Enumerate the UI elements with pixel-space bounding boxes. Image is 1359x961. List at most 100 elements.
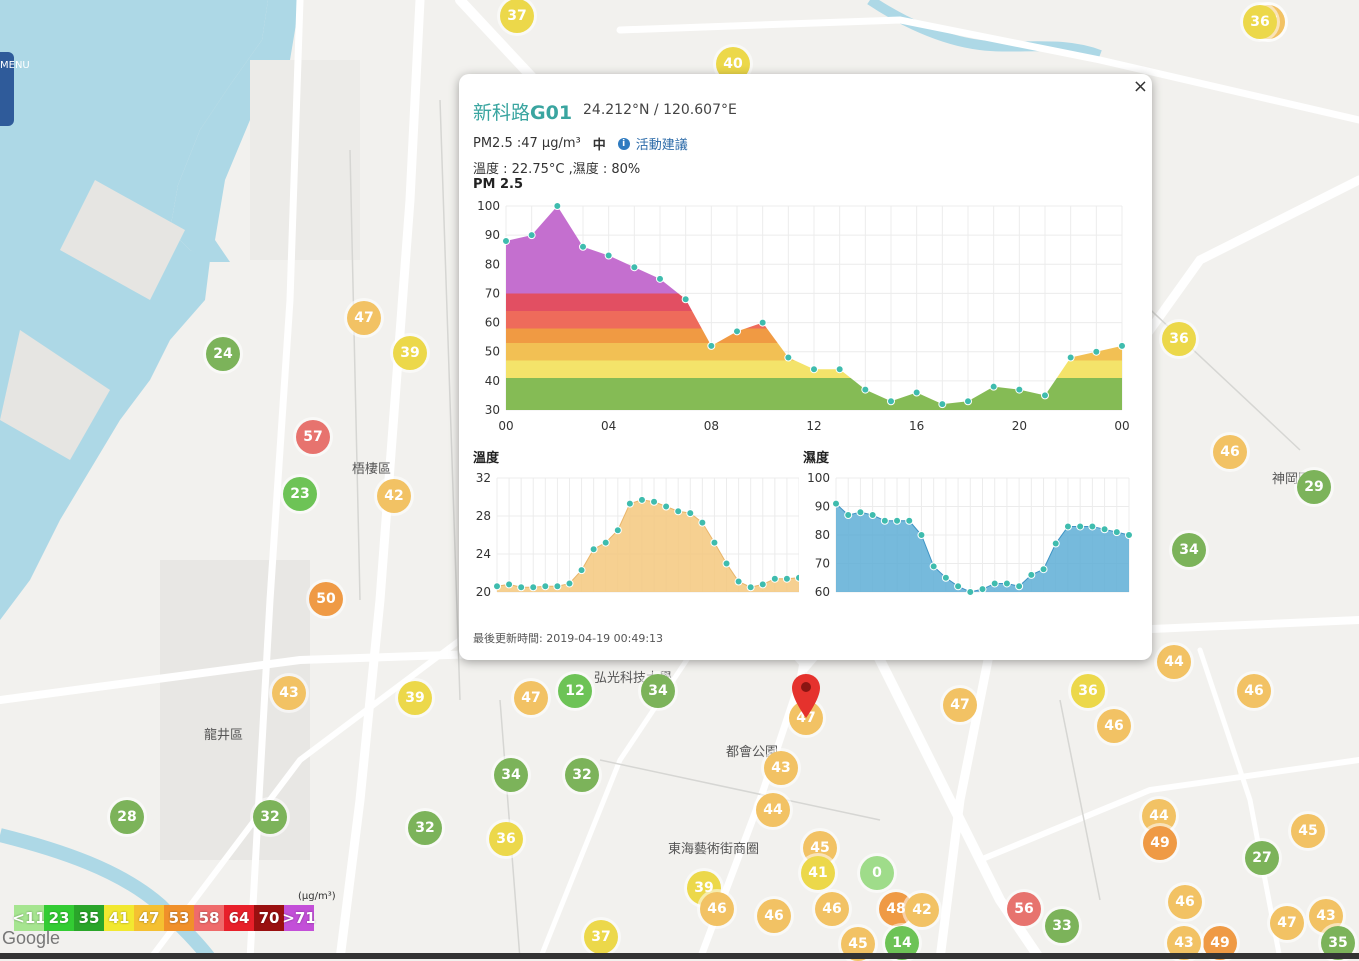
- aq-station-marker[interactable]: 43: [764, 751, 798, 785]
- data-point: [579, 242, 587, 251]
- aq-station-marker[interactable]: 45: [1291, 814, 1325, 848]
- aq-station-marker[interactable]: 46: [1237, 674, 1271, 708]
- aq-station-marker[interactable]: 41: [801, 856, 835, 890]
- data-point: [493, 582, 501, 591]
- data-point: [784, 353, 793, 362]
- aq-station-marker[interactable]: 36: [489, 822, 523, 856]
- aq-station-marker[interactable]: 44: [1157, 645, 1191, 679]
- aq-station-marker[interactable]: 32: [253, 800, 287, 834]
- aq-station-marker[interactable]: 49: [1143, 826, 1177, 860]
- x-tick-label: 12: [806, 419, 821, 432]
- legend-cell: 64: [224, 905, 254, 931]
- data-point: [625, 499, 634, 508]
- aq-station-marker[interactable]: 46: [1168, 885, 1202, 919]
- aq-station-marker[interactable]: 42: [377, 479, 411, 513]
- aq-station-marker[interactable]: 37: [500, 0, 534, 33]
- pier-2: [0, 330, 110, 460]
- series-area: [497, 499, 799, 592]
- y-tick-label: 50: [485, 345, 500, 359]
- x-tick-label: 00: [498, 419, 513, 432]
- station-name: 新科路G01: [473, 98, 572, 125]
- aq-station-marker[interactable]: 50: [309, 582, 343, 616]
- aq-station-marker[interactable]: 0: [860, 856, 894, 890]
- aq-station-marker[interactable]: 42: [905, 893, 939, 927]
- y-tick-label: 90: [485, 228, 500, 242]
- data-point: [1002, 579, 1011, 588]
- map-pin-icon[interactable]: [792, 674, 820, 718]
- data-point: [782, 574, 791, 583]
- aq-station-marker[interactable]: 27: [1245, 841, 1279, 875]
- x-tick-label: 04: [601, 419, 616, 432]
- aq-station-marker[interactable]: 23: [283, 477, 317, 511]
- aq-station-marker[interactable]: 43: [272, 676, 306, 710]
- data-point: [553, 582, 562, 591]
- data-point: [734, 577, 743, 586]
- menu-tab[interactable]: MENU: [0, 52, 30, 126]
- aq-station-marker[interactable]: 45: [803, 831, 837, 865]
- aq-station-marker[interactable]: 47: [1270, 906, 1304, 940]
- aq-station-marker[interactable]: 56: [1007, 892, 1041, 926]
- x-tick-label: 08: [704, 419, 719, 432]
- data-point: [541, 582, 550, 591]
- legend-unit: (μg/m³): [298, 891, 336, 902]
- aq-station-marker[interactable]: 57: [296, 420, 330, 454]
- data-point: [978, 585, 987, 594]
- data-point: [1076, 522, 1085, 531]
- aq-station-marker[interactable]: 36: [1243, 5, 1277, 39]
- aq-station-marker[interactable]: 34: [641, 674, 675, 708]
- aq-station-marker[interactable]: 46: [700, 892, 734, 926]
- aq-station-marker[interactable]: 46: [757, 899, 791, 933]
- data-point: [758, 580, 767, 589]
- aq-station-marker[interactable]: 46: [1097, 709, 1131, 743]
- data-point: [1027, 570, 1036, 579]
- aq-station-marker[interactable]: 24: [206, 337, 240, 371]
- legend-cell: >71: [282, 905, 316, 931]
- info-icon[interactable]: i: [617, 137, 630, 150]
- close-icon[interactable]: ×: [1132, 76, 1148, 97]
- data-point: [517, 583, 526, 592]
- aq-station-marker[interactable]: 47: [347, 301, 381, 335]
- data-point: [656, 274, 664, 283]
- data-point: [686, 509, 695, 518]
- aq-station-marker[interactable]: 44: [756, 793, 790, 827]
- aq-station-marker[interactable]: 39: [393, 336, 427, 370]
- aq-station-marker[interactable]: 34: [1172, 533, 1206, 567]
- data-point: [912, 388, 921, 397]
- aq-station-marker[interactable]: 33: [1045, 909, 1079, 943]
- aq-station-marker[interactable]: 29: [1297, 470, 1331, 504]
- aq-station-marker[interactable]: 37: [584, 920, 618, 954]
- legend-cell: 58: [194, 905, 224, 931]
- data-point: [565, 579, 574, 588]
- aq-station-marker[interactable]: 47: [514, 681, 548, 715]
- y-tick-label: 80: [815, 528, 830, 542]
- station-prefix: 新科路: [473, 102, 531, 124]
- aq-station-marker[interactable]: 46: [1213, 435, 1247, 469]
- aq-station-marker[interactable]: 32: [565, 758, 599, 792]
- pm25-chart: 30 40 50 60 70 80 90 100 00 04 08 12 16 20 00: [477, 199, 1130, 432]
- activity-advice-link[interactable]: 活動建議: [635, 138, 688, 153]
- station-code: G01: [530, 102, 573, 124]
- aq-station-marker[interactable]: 39: [398, 681, 432, 715]
- aq-station-marker[interactable]: 28: [110, 800, 144, 834]
- legend-cell: 53: [164, 905, 194, 931]
- data-point: [1015, 582, 1024, 591]
- last-updated: 最後更新時間: 2019-04-19 00:49:13: [473, 632, 664, 645]
- aq-station-marker[interactable]: 34: [494, 758, 528, 792]
- aq-station-marker[interactable]: 36: [1162, 322, 1196, 356]
- station-coords: 24.212°N / 120.607°E: [583, 102, 737, 118]
- data-point: [746, 583, 755, 592]
- aq-station-marker[interactable]: 32: [408, 811, 442, 845]
- data-point: [577, 566, 586, 575]
- aq-station-marker[interactable]: 46: [815, 892, 849, 926]
- sea-area: [0, 0, 268, 620]
- data-point: [964, 397, 972, 406]
- aq-station-marker[interactable]: 47: [943, 688, 977, 722]
- aq-station-marker[interactable]: 12: [558, 674, 592, 708]
- data-point: [637, 495, 646, 504]
- data-point: [604, 251, 613, 260]
- data-point: [1088, 522, 1097, 531]
- district-label: 東海藝術街商圈: [668, 842, 760, 857]
- aq-station-marker[interactable]: 36: [1071, 674, 1105, 708]
- data-point: [1125, 531, 1133, 539]
- data-point: [856, 508, 865, 517]
